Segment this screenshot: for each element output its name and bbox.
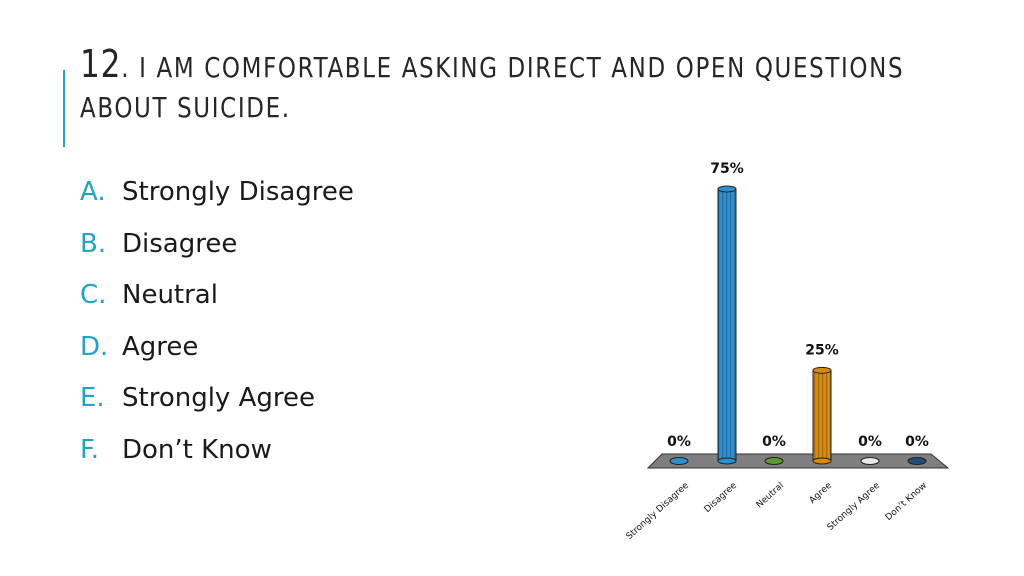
option-letter: D. (80, 331, 109, 362)
option-label: Strongly Agree (122, 383, 315, 413)
option-label: Agree (122, 331, 199, 362)
tick-label-4: Strongly Agree (826, 480, 883, 532)
option-e: E. Strongly Agree (80, 376, 354, 428)
option-letter: E. (80, 383, 105, 413)
option-label: Neutral (122, 280, 218, 310)
option-letter: B. (80, 228, 107, 259)
question-number: 12 (80, 42, 122, 86)
bar-texture-3 (813, 370, 831, 461)
option-d: D. Agree (80, 325, 354, 377)
data-label-3: 25% (805, 342, 839, 358)
bar-zero-disc-5 (907, 457, 927, 465)
option-label: Disagree (122, 228, 238, 259)
option-c: C. Neutral (80, 273, 354, 325)
option-f: F. Don’t Know (80, 428, 354, 480)
data-label-5: 0% (905, 434, 929, 450)
chart-floor (646, 453, 950, 469)
tick-label-1: Disagree (703, 480, 740, 514)
data-label-4: 0% (858, 434, 882, 450)
bar-base-1 (717, 457, 737, 465)
title-accent-bar (63, 70, 65, 147)
results-bar-chart: 0% 75% 0% 25% 0% 0% Strongly Disagree Disagree… (625, 161, 950, 542)
bar-zero-disc-0 (669, 457, 689, 465)
slide-title: 12. I am comfortable asking direct and o… (80, 42, 903, 128)
tick-label-0: Strongly Disagree (625, 480, 692, 541)
tick-label-3: Agree (808, 480, 835, 505)
bar-texture-1 (718, 189, 736, 461)
bar-top-3 (812, 366, 832, 374)
option-label: Strongly Disagree (122, 177, 354, 207)
bar-zero-disc-4 (860, 457, 880, 465)
question-text-line2: about suicide. (80, 91, 291, 124)
bar-top-1 (717, 185, 737, 193)
tick-label-2: Neutral (755, 481, 786, 511)
option-a: A. Strongly Disagree (80, 170, 354, 222)
tick-label-5: Don’t Know (884, 481, 929, 523)
option-b: B. Disagree (80, 222, 354, 274)
data-label-0: 0% (667, 434, 691, 450)
answer-options-list: A. Strongly Disagree B. Disagree C. Neutral… (80, 170, 354, 479)
option-letter: F. (80, 434, 100, 465)
data-label-2: 0% (762, 434, 786, 450)
option-letter: C. (80, 280, 107, 310)
bar-base-3 (812, 457, 832, 465)
question-text: . I am comfortable asking direct and ope… (121, 51, 905, 84)
option-letter: A. (80, 177, 106, 207)
bar-zero-disc-2 (764, 457, 784, 465)
data-label-1: 75% (710, 161, 744, 177)
option-label: Don’t Know (122, 434, 272, 465)
